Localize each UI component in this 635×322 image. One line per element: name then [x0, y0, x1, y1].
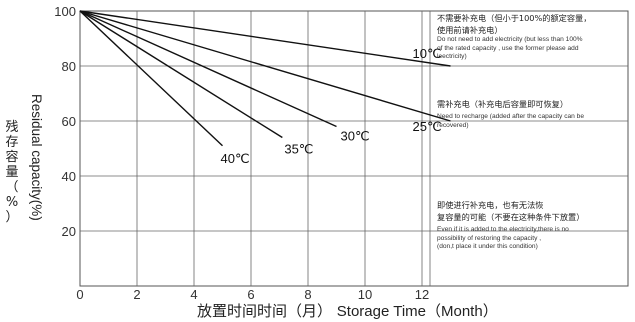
annotation-text-cn: 不需要补充电（但小于100%的额定容量， [437, 13, 592, 23]
series-labels: 10℃ 25℃ 30℃ 35℃ 40℃ [221, 46, 442, 166]
annotation-text-en: of the rated capacity , use the former p… [437, 44, 579, 52]
x-tick-label: 0 [76, 287, 83, 302]
x-tick-label: 8 [304, 287, 311, 302]
annotation-text-cn: 需补充电（补充电后容量即可恢复） [437, 99, 569, 109]
annotation-text-cn: 使用前请补充电） [437, 25, 503, 35]
x-axis-label-en: Storage Time（Month） [336, 303, 498, 320]
series-label-0: 10℃ [413, 46, 442, 61]
chart-grid [79, 10, 629, 287]
y-tick-label: 60 [62, 114, 76, 129]
annotation-text-en: Even if it is added to the electricity,t… [437, 226, 569, 233]
y-tick-label: 20 [62, 224, 76, 239]
plot-frame [79, 10, 629, 287]
y-tick-labels: 20 40 60 80 100 [54, 4, 76, 239]
series-line-2 [79, 10, 337, 128]
series-line-4 [79, 10, 223, 147]
series-label-1: 25℃ [413, 119, 442, 134]
x-tick-label: 2 [133, 287, 140, 302]
annotation-unrecoverable: 即使进行补充电，也有无法恢 复容量的可能（不要在这种条件下放置） Even if… [437, 199, 627, 252]
series-lines [79, 10, 451, 147]
y-tick-label: 80 [62, 59, 76, 74]
series-label-2: 30℃ [341, 129, 370, 144]
series-line-3 [79, 10, 283, 139]
annotation-recharge: 需补充电（补充电后容量即可恢复） Need to recharge (added… [437, 98, 627, 130]
x-tick-label: 6 [247, 287, 254, 302]
series-label-4: 40℃ [221, 151, 250, 166]
series-line-1 [79, 10, 451, 122]
annotation-text-en: leectricity) [437, 53, 467, 60]
x-axis-label-cn: 放置时间时间（月） [197, 302, 333, 320]
annotation-text-en: possibility of restoring the capacity , [437, 234, 542, 242]
annotation-text-cn: 即使进行补充电，也有无法恢 [437, 200, 544, 210]
annotation-no-charge: 不需要补充电（但小于100%的额定容量， 使用前请补充电） Do not nee… [437, 12, 627, 62]
x-tick-label: 4 [190, 287, 197, 302]
annotation-text-cn: 复容量的可能（不要在这种条件下放置） [437, 212, 585, 222]
annotation-text-en: (don,t place it under this condition) [437, 243, 538, 250]
y-axis-label-en: Residual capacity(%) [29, 94, 44, 221]
y-axis-label-cn: 残 存 容 量 （ % ） [5, 120, 19, 225]
y-tick-label: 100 [54, 4, 76, 19]
annotation-text-en: recovered) [437, 121, 469, 129]
x-tick-label: 12 [415, 287, 429, 302]
series-line-0 [79, 10, 451, 67]
series-label-3: 35℃ [284, 142, 313, 157]
x-tick-label: 10 [358, 287, 372, 302]
y-tick-label: 40 [62, 169, 76, 184]
annotation-text-en: Need to recharge (added after the capaci… [437, 113, 584, 120]
x-tick-labels: 0 2 4 6 8 10 12 [76, 287, 429, 302]
x-axis-label: 放置时间时间（月） Storage Time（Month） [197, 300, 498, 321]
annotation-text-en: Do not need to add electricity (but less… [437, 36, 583, 43]
